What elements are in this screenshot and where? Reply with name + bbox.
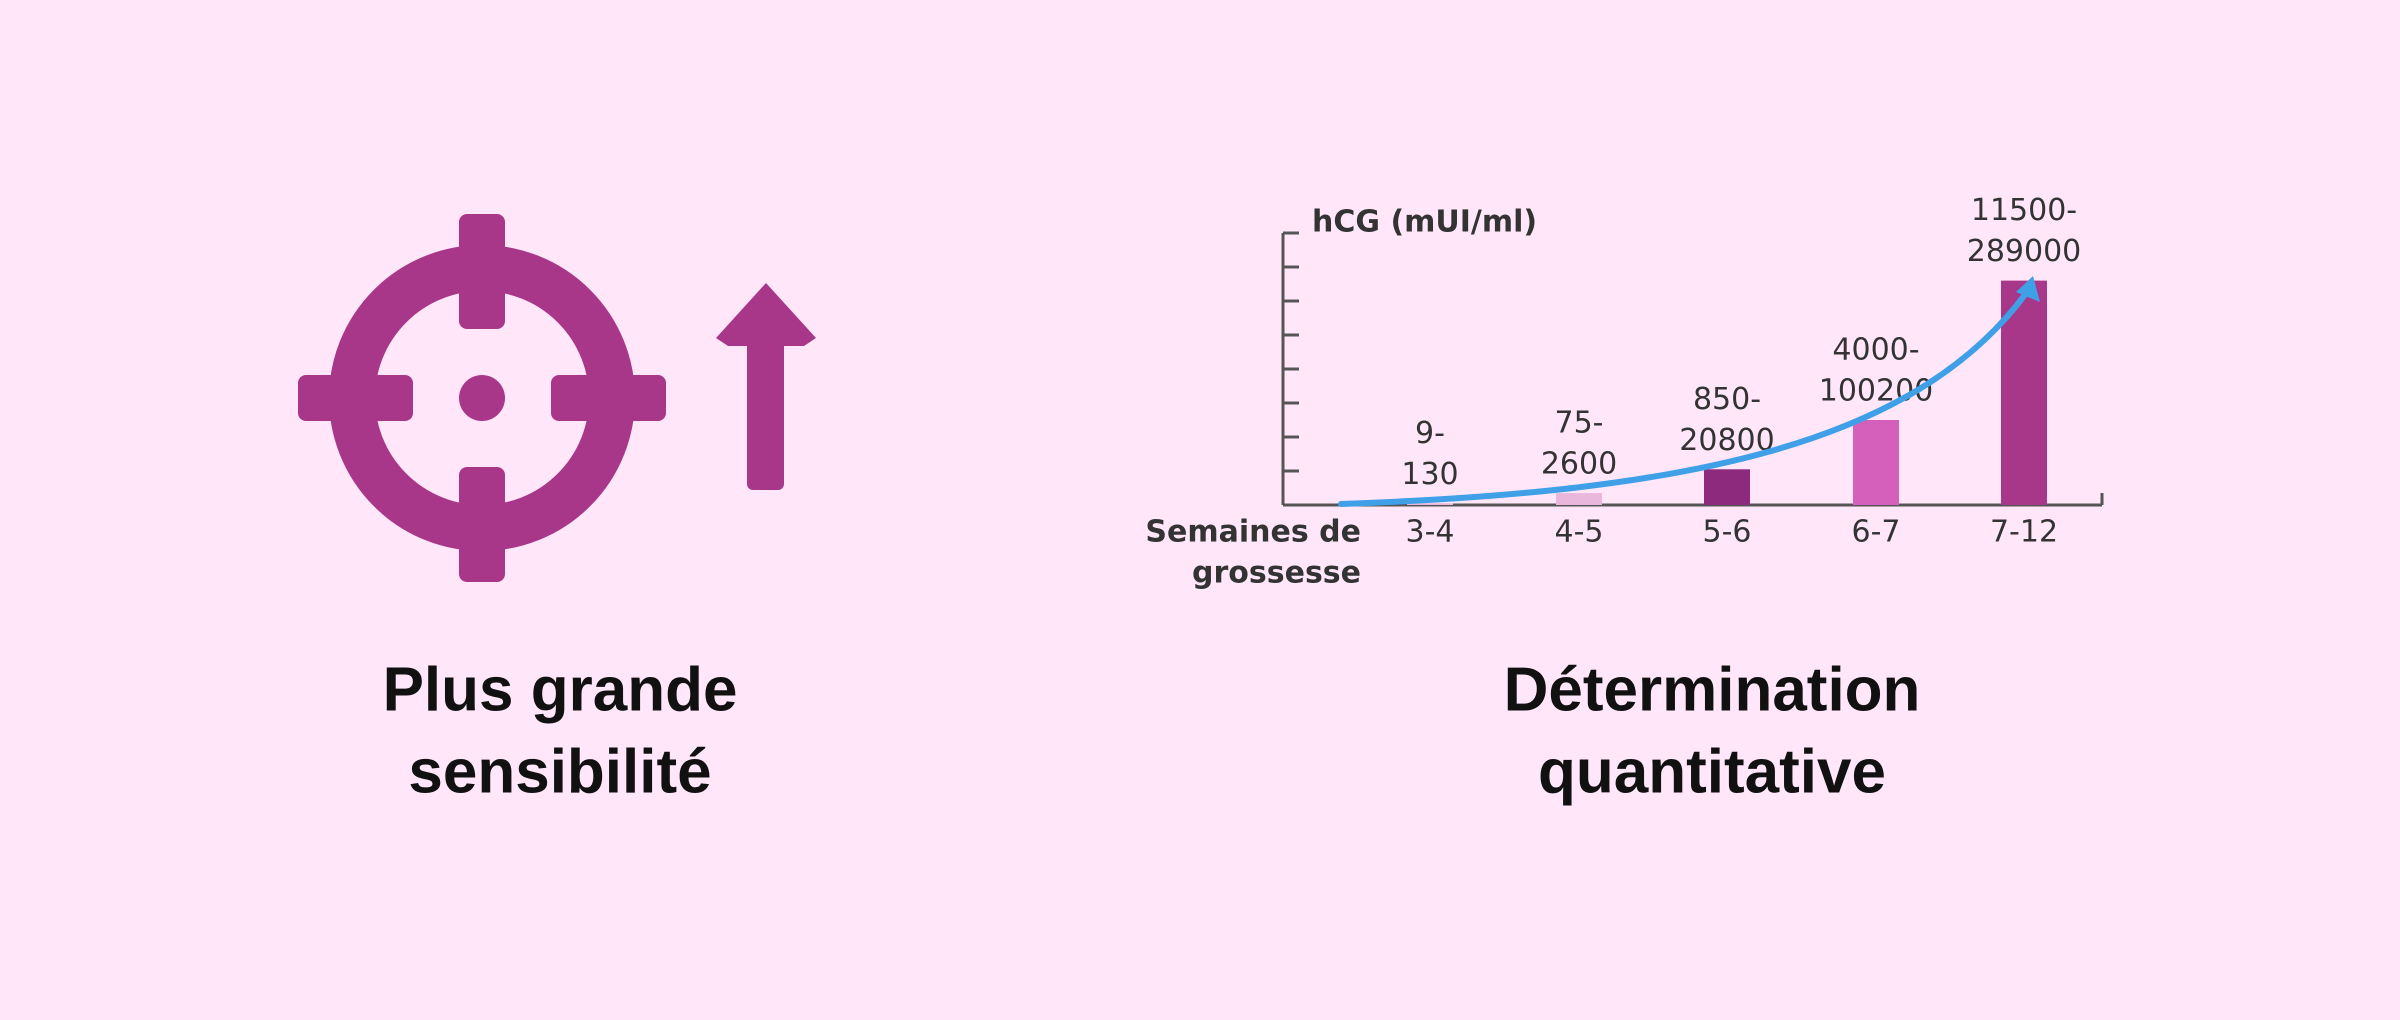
range-label: 75-	[1555, 406, 1604, 441]
target-stub	[551, 375, 666, 421]
x-tick-label: 4-5	[1555, 515, 1604, 550]
target-stub	[459, 467, 505, 582]
trend-arrowhead	[2016, 276, 2040, 302]
x-tick-label: 7-12	[1990, 515, 2058, 550]
range-label: 4000-	[1832, 333, 1919, 368]
x-tick-label: 3-4	[1406, 515, 1455, 550]
x-tick-label: 5-6	[1703, 515, 1752, 550]
right-title: Détermination	[1504, 655, 1921, 724]
right-title: quantitative	[1538, 737, 1886, 806]
target-stub	[298, 375, 413, 421]
range-label: 850-	[1693, 382, 1761, 417]
range-label: 130	[1401, 457, 1458, 492]
range-label: 11500-	[1971, 193, 2077, 228]
target-stub	[459, 214, 505, 329]
x-axis-label: Semaines de	[1145, 515, 1361, 550]
left-title: sensibilité	[408, 737, 711, 806]
up-arrow	[716, 283, 816, 490]
target-dot	[459, 375, 505, 421]
trend-curve	[1338, 289, 2030, 507]
arrow-head	[716, 283, 816, 346]
range-label: 2600	[1541, 447, 1617, 482]
left-title: Plus grande	[383, 655, 738, 724]
bar	[1704, 469, 1750, 505]
x-tick-label: 6-7	[1852, 515, 1901, 550]
x-axis-label: grossesse	[1192, 556, 1361, 591]
bar	[1407, 503, 1453, 505]
target-icon	[298, 214, 666, 582]
range-label: 289000	[1967, 234, 2082, 269]
y-axis-label: hCG (mUI/ml)	[1312, 205, 1537, 240]
plot: 3-49-1304-575-26005-6850-208006-74000-10…	[1281, 193, 2104, 550]
arrow-shaft	[747, 330, 784, 490]
bar	[1556, 493, 1602, 505]
bar	[1853, 420, 1899, 505]
range-label: 9-	[1415, 416, 1445, 451]
